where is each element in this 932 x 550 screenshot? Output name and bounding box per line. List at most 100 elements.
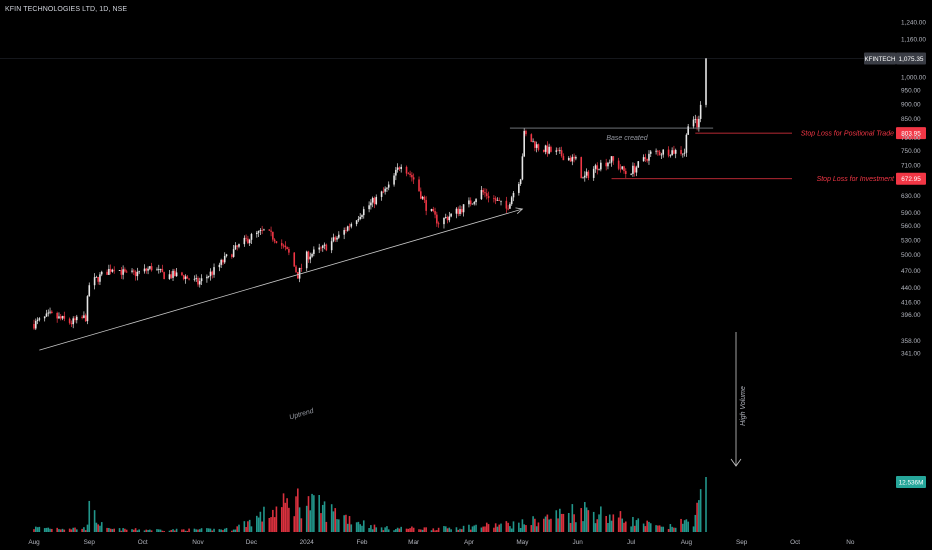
candle: [222, 259, 224, 263]
volume-bar: [607, 522, 609, 532]
volume-bar: [257, 517, 260, 532]
candle: [619, 168, 622, 170]
candle: [43, 316, 46, 319]
price-tick-label: 470.00: [901, 268, 921, 275]
volume-bar: [623, 522, 625, 532]
price-axis[interactable]: 1,240.00 1,160.00 1,075.35 1,000.00 950.00 90…: [864, 19, 926, 488]
volume-bar: [323, 501, 326, 532]
volume-bar: [63, 529, 66, 532]
candle: [59, 316, 62, 319]
volume-bar: [585, 507, 588, 532]
volume-bar: [594, 523, 597, 532]
price-tick-label: 500.00: [901, 252, 921, 259]
candle: [471, 203, 474, 205]
candle: [407, 173, 410, 175]
volume-bar: [400, 526, 402, 532]
volume-bar: [493, 527, 495, 532]
candle: [362, 209, 365, 216]
candle: [206, 276, 208, 279]
volume-bar: [573, 514, 575, 532]
volume-bar: [550, 518, 552, 532]
candle: [648, 153, 650, 161]
volume-bar: [523, 524, 525, 532]
volume-bar: [345, 514, 347, 532]
candle: [398, 167, 401, 169]
candle: [692, 119, 695, 127]
volume-bar: [95, 522, 98, 532]
volume-bar: [420, 529, 422, 532]
candle: [75, 316, 78, 321]
volume-bar: [343, 515, 345, 532]
stop-loss-investment-label: Stop Loss for Investment: [817, 176, 895, 183]
candle: [355, 220, 358, 225]
candle: [484, 192, 486, 194]
volume-bar: [34, 526, 37, 532]
candle: [357, 218, 360, 221]
time-tick-label: Apr: [464, 539, 475, 546]
volume-bar: [375, 527, 378, 532]
candle: [238, 244, 240, 247]
volume-bar: [592, 511, 595, 532]
volume-bar: [530, 525, 533, 532]
volume-tag: [896, 476, 926, 488]
volume-bar: [434, 530, 436, 532]
candle: [131, 270, 133, 272]
volume-bar: [619, 511, 622, 532]
volume-bar: [231, 530, 233, 532]
volume-bar: [348, 516, 351, 532]
volume-bar: [297, 488, 299, 532]
volume-bar: [359, 524, 361, 532]
volume-bar: [295, 496, 297, 532]
volume-bar: [43, 528, 46, 532]
candle: [580, 157, 583, 179]
time-tick-label: Aug: [28, 539, 40, 546]
candle: [694, 118, 697, 120]
candle: [149, 266, 151, 269]
candle: [325, 244, 328, 251]
volume-bar: [444, 526, 447, 532]
volume-bar: [261, 521, 263, 532]
time-axis[interactable]: Aug Sep Oct Nov Dec 2024 Feb Mar Apr May Jun Jul Aug…: [28, 539, 855, 546]
volume-bar: [320, 513, 322, 532]
candle: [610, 156, 613, 163]
volume-bar: [332, 511, 335, 532]
candle: [68, 318, 71, 323]
volume-bar: [68, 528, 71, 532]
volume-bar: [138, 529, 140, 532]
candle: [193, 278, 196, 280]
volume-bar: [461, 529, 463, 532]
candle: [555, 150, 558, 152]
volume-bar: [418, 529, 420, 532]
volume-bar: [36, 527, 39, 532]
candle: [671, 150, 673, 156]
candle: [231, 254, 233, 257]
candle: [295, 266, 297, 273]
high-volume-label: High Volume: [740, 386, 747, 426]
candle: [86, 296, 89, 322]
volume-bar: [293, 516, 296, 532]
volume-bar: [658, 525, 661, 532]
volume-bar: [637, 518, 640, 532]
candle: [163, 272, 165, 280]
volume-bar: [407, 528, 410, 532]
candle: [542, 149, 545, 152]
candle: [411, 174, 413, 178]
volume-bar: [617, 517, 620, 532]
volume-bar: [386, 526, 388, 532]
volume-bar: [692, 526, 695, 532]
volume-bar: [496, 526, 499, 532]
price-tick-label: 790.00: [901, 135, 921, 142]
candle: [236, 245, 239, 247]
volume-bar: [170, 529, 173, 532]
symbol-tag-label: KFINTECH: [865, 56, 896, 63]
volume-bar: [268, 517, 271, 532]
candle: [480, 189, 483, 200]
candle: [674, 149, 677, 154]
candle: [257, 230, 260, 233]
candle: [468, 200, 470, 205]
volume-bar: [175, 528, 178, 532]
volume-bar: [436, 530, 438, 532]
price-tick-label: 750.00: [901, 148, 921, 155]
volume-bar: [313, 495, 315, 532]
